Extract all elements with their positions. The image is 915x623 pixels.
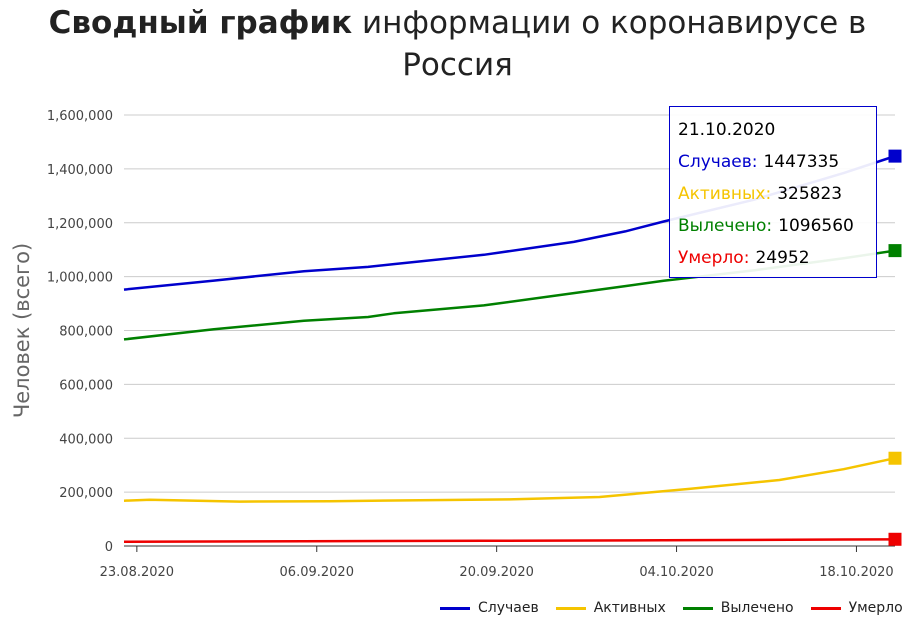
legend-swatch-cases bbox=[440, 606, 470, 610]
tooltip-value-active: 325823 bbox=[777, 184, 843, 204]
legend: Случаев Активных Вылечено Умерло bbox=[440, 598, 915, 618]
tooltip: 21.10.2020 Случаев: 1447335 Активных: 3258… bbox=[669, 106, 877, 278]
y-tick-label: 1,000,000 bbox=[47, 271, 113, 286]
y-tick-label: 0 bbox=[105, 540, 113, 555]
tooltip-row-active: Активных: 325823 bbox=[678, 181, 876, 213]
tooltip-label-cases: Случаев: bbox=[678, 152, 758, 172]
legend-item-cases[interactable]: Случаев bbox=[440, 598, 539, 618]
x-tick-label: 04.10.2020 bbox=[639, 565, 713, 580]
series-end-marker-0 bbox=[888, 149, 902, 163]
y-tick-label: 400,000 bbox=[59, 432, 113, 447]
legend-swatch-recovered bbox=[682, 606, 713, 610]
y-tick-label: 1,200,000 bbox=[47, 217, 113, 232]
y-tick-label: 600,000 bbox=[59, 378, 113, 393]
legend-swatch-active bbox=[555, 606, 586, 610]
tooltip-label-active: Активных: bbox=[678, 184, 772, 204]
legend-label-cases: Случаев bbox=[478, 600, 539, 616]
legend-item-recovered[interactable]: Вылечено bbox=[682, 598, 794, 618]
x-tick-label: 06.09.2020 bbox=[280, 565, 354, 580]
legend-label-active: Активных bbox=[593, 600, 666, 616]
series-end-marker-1 bbox=[888, 451, 902, 465]
x-tick-label: 20.09.2020 bbox=[459, 565, 533, 580]
tooltip-row-deaths: Умерло: 24952 bbox=[678, 245, 876, 277]
tooltip-row-recovered: Вылечено: 1096560 bbox=[678, 213, 876, 245]
y-tick-label: 800,000 bbox=[59, 325, 113, 340]
tooltip-date: 21.10.2020 bbox=[678, 120, 776, 140]
tooltip-value-deaths: 24952 bbox=[755, 248, 810, 268]
legend-label-recovered: Вылечено bbox=[720, 600, 794, 616]
y-axis-title: Человек (всего) bbox=[10, 243, 34, 418]
series-end-marker-2 bbox=[888, 244, 902, 258]
x-tick-label: 23.08.2020 bbox=[100, 565, 174, 580]
chart-title: Сводный график информации о коронавирусе… bbox=[0, 2, 915, 86]
y-tick-label: 1,600,000 bbox=[47, 109, 113, 124]
tooltip-value-recovered: 1096560 bbox=[778, 216, 854, 236]
tooltip-value-cases: 1447335 bbox=[763, 152, 840, 172]
series-end-marker-3 bbox=[888, 532, 902, 546]
chart-title-bold: Сводный график bbox=[48, 5, 353, 41]
legend-item-active[interactable]: Активных bbox=[555, 598, 666, 618]
series-line-3 bbox=[123, 538, 896, 543]
legend-item-deaths[interactable]: Умерло bbox=[810, 598, 903, 618]
tooltip-label-recovered: Вылечено: bbox=[678, 216, 773, 236]
legend-swatch-deaths bbox=[810, 606, 841, 610]
chart-title-rest: информации о коронавирусе в Россия bbox=[352, 5, 867, 83]
y-tick-label: 1,400,000 bbox=[47, 163, 113, 178]
series-line-1 bbox=[123, 456, 896, 503]
legend-label-deaths: Умерло bbox=[848, 600, 903, 616]
y-tick-label: 200,000 bbox=[59, 486, 113, 501]
tooltip-label-deaths: Умерло: bbox=[678, 248, 750, 268]
tooltip-row-cases: Случаев: 1447335 bbox=[678, 149, 876, 181]
x-tick-label: 18.10.2020 bbox=[819, 565, 893, 580]
